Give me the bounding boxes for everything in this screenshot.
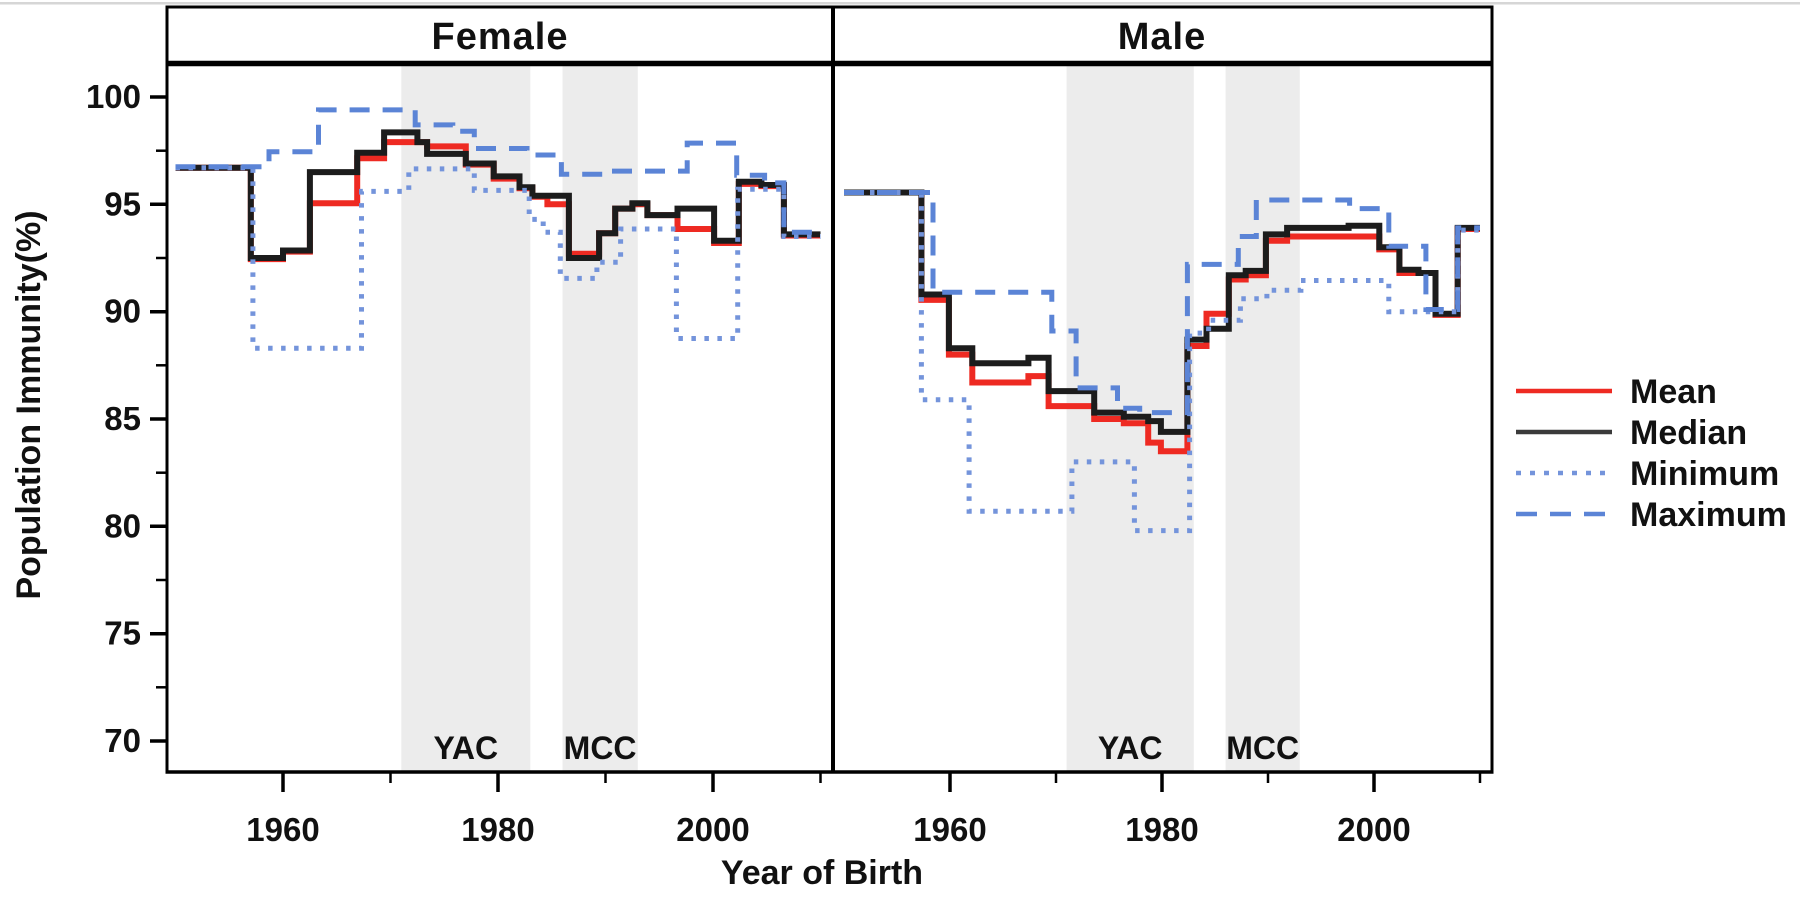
series-layer [175, 107, 1480, 534]
band-yac-female [401, 66, 531, 772]
y-tick-label: 95 [104, 185, 141, 222]
band-label-yac-male: YAC [1098, 730, 1163, 766]
x-tick-label: 1980 [1125, 811, 1198, 848]
legend-label-median: Median [1630, 414, 1747, 452]
y-axis-title: Population Immunity(%) [10, 210, 48, 599]
top-edge-artifact [0, 2, 1800, 5]
legend-item-maximum: Maximum [1516, 496, 1787, 534]
legend-item-minimum: Minimum [1516, 455, 1779, 493]
frame-layer [165, 5, 1494, 774]
series-minimum-line-male [844, 190, 1480, 534]
series-maximum-line-male [844, 190, 1480, 416]
facet-title-male: Male [1118, 16, 1206, 58]
x-tick-label: 2000 [1337, 811, 1410, 848]
x-tick-label: 1960 [246, 811, 319, 848]
legend-item-mean: Mean [1516, 373, 1717, 411]
y-tick-label: 75 [104, 615, 141, 652]
x-tick-label: 1980 [461, 811, 534, 848]
series-median-line-male [844, 189, 1480, 435]
y-tick-label: 90 [104, 293, 141, 330]
band-label-yac-female: YAC [433, 730, 498, 766]
legend-label-maximum: Maximum [1630, 496, 1787, 534]
ticks-layer: 70 75 80 85 90 95 100 1960 1980 2000 1960 1980 2000 [86, 78, 1482, 848]
series-median-line-female [175, 129, 821, 261]
band-label-mcc-female: MCC [564, 730, 637, 766]
y-tick-label: 80 [104, 507, 141, 544]
band-label-mcc-male: MCC [1226, 730, 1299, 766]
x-tick-label: 2000 [676, 811, 749, 848]
x-tick-label: 1960 [913, 811, 986, 848]
facet-title-female: Female [432, 16, 569, 58]
legend-item-median: Median [1516, 414, 1747, 452]
legend-label-mean: Mean [1630, 373, 1717, 411]
y-tick-label: 85 [104, 400, 141, 437]
labels-layer: Female Male Year of Birth Population Imm… [10, 16, 1206, 892]
series-maximum-line-female [175, 107, 821, 235]
y-tick-label: 70 [104, 722, 141, 759]
legend: Mean Median Minimum Maximum [1516, 373, 1787, 534]
band-mcc-male [1225, 66, 1300, 772]
x-axis-title: Year of Birth [721, 854, 923, 892]
legend-label-minimum: Minimum [1630, 455, 1779, 493]
band-mcc-female [562, 66, 638, 772]
y-tick-label: 100 [86, 78, 141, 115]
